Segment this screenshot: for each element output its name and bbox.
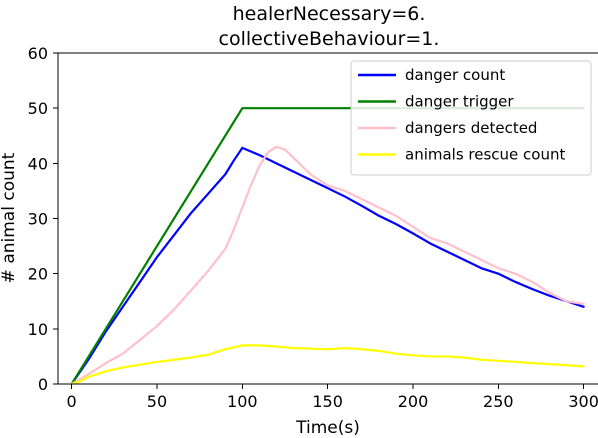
y-tick-label: 40 bbox=[28, 154, 48, 173]
chart-title-line-2: collectiveBehaviour=1. bbox=[219, 28, 440, 50]
x-tick-label: 200 bbox=[398, 392, 429, 411]
legend-label: animals rescue count bbox=[405, 146, 565, 164]
legend: danger count danger trigger dangers detect… bbox=[350, 60, 592, 176]
y-tick-label: 10 bbox=[28, 320, 48, 339]
series-line-danger-count bbox=[70, 146, 585, 386]
legend-item: danger count bbox=[358, 66, 505, 84]
ticks-layer: 0 50 100 150 200 250 300 0 10 20 30 40 50 60 bbox=[28, 44, 598, 411]
legend-items: danger count danger trigger dangers detect… bbox=[358, 66, 565, 164]
y-tick-label: 60 bbox=[28, 44, 48, 63]
legend-item: danger trigger bbox=[358, 93, 514, 111]
legend-item: animals rescue count bbox=[358, 146, 565, 164]
x-tick-label: 150 bbox=[312, 392, 343, 411]
y-tick-label: 0 bbox=[38, 375, 48, 394]
x-tick-label: 250 bbox=[483, 392, 514, 411]
legend-label: dangers detected bbox=[405, 119, 537, 137]
x-tick-label: 50 bbox=[147, 392, 167, 411]
y-axis-label: # animal count bbox=[0, 152, 19, 283]
legend-label: danger count bbox=[405, 66, 505, 84]
chart-title-line-1: healerNecessary=6. bbox=[233, 3, 426, 25]
y-tick-label: 20 bbox=[28, 265, 48, 284]
legend-frame bbox=[350, 60, 592, 176]
x-tick-label: 300 bbox=[568, 392, 598, 411]
series-line-animals-rescue-count bbox=[70, 344, 585, 386]
y-tick-label: 30 bbox=[28, 210, 48, 229]
x-tick-label: 100 bbox=[227, 392, 258, 411]
x-tick-label: 0 bbox=[67, 392, 77, 411]
legend-item: dangers detected bbox=[358, 119, 537, 137]
series-line-dangers-detected bbox=[70, 145, 585, 386]
legend-label: danger trigger bbox=[405, 93, 514, 111]
x-axis-label: Time(s) bbox=[295, 418, 360, 438]
y-tick-label: 50 bbox=[28, 99, 48, 118]
